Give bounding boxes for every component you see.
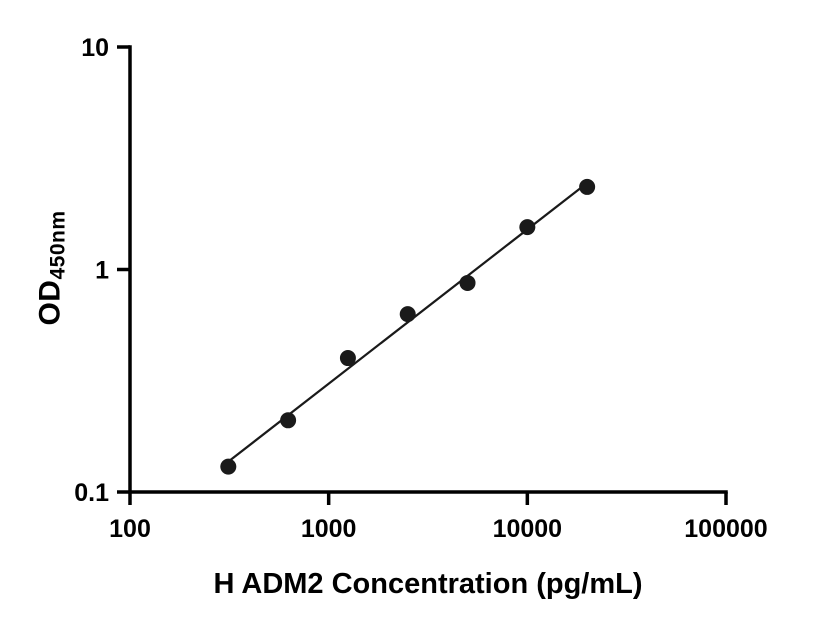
data-point	[280, 412, 297, 429]
x-axis-title: H ADM2 Concentration (pg/mL)	[213, 568, 643, 600]
data-point	[579, 178, 596, 195]
y-tick-label: 0.1	[74, 479, 109, 507]
y-axis-title-subscript: 450nm	[46, 210, 70, 280]
y-axis-title-main: OD	[33, 279, 67, 326]
y-axis-title: OD450nm	[34, 210, 71, 325]
x-tick-label: 1000	[301, 515, 357, 543]
x-tick-label: 10000	[493, 515, 563, 543]
data-point	[399, 306, 416, 323]
y-tick-label: 1	[95, 257, 109, 285]
data-point	[339, 350, 356, 367]
data-point	[459, 274, 476, 291]
axis-spines	[128, 45, 728, 494]
x-tick-label: 100000	[684, 515, 767, 543]
x-tick-label: 100	[109, 515, 151, 543]
data-point	[519, 219, 536, 236]
y-tick-label: 10	[81, 34, 109, 62]
data-point	[220, 458, 237, 475]
